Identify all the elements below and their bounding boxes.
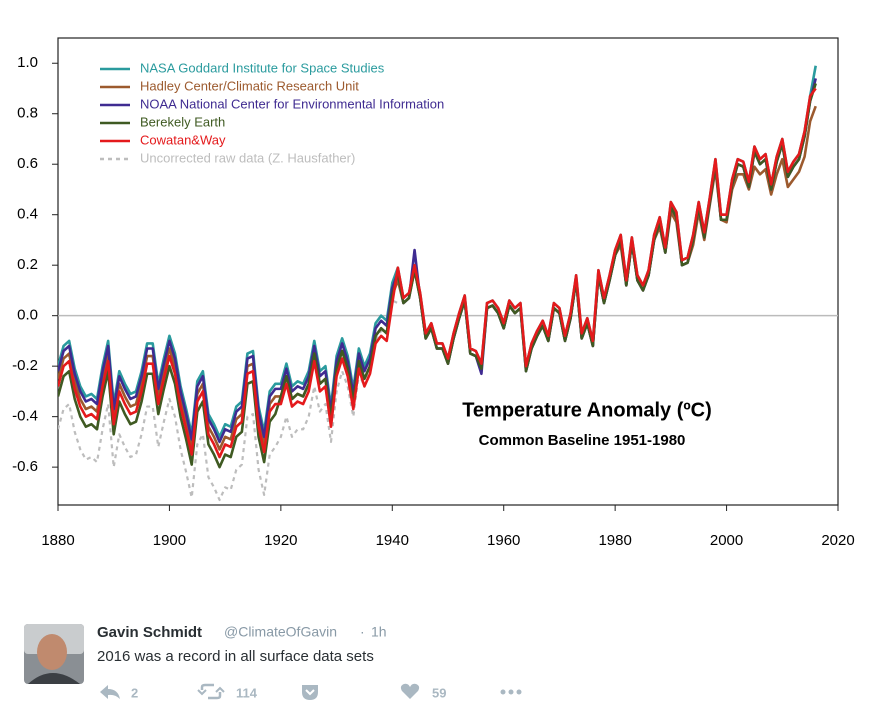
y-tick-label: 0.2: [17, 256, 38, 273]
y-tick-label: 0.8: [17, 105, 38, 122]
pocket-button[interactable]: [302, 685, 318, 700]
series-line: [58, 299, 399, 502]
annotation-subtitle: Common Baseline 1951-1980: [479, 432, 686, 449]
tweet-text: 2016 was a record in all surface data se…: [97, 648, 374, 665]
x-tick-label: 2000: [710, 532, 743, 549]
x-tick-label: 2020: [821, 532, 854, 549]
x-tick-label: 1940: [376, 532, 409, 549]
reply-count: 2: [131, 685, 138, 700]
y-tick-label: 0.6: [17, 155, 38, 172]
annotation-title: Temperature Anomaly (ºC): [462, 399, 712, 421]
retweet-button[interactable]: [197, 683, 225, 700]
x-tick-label: 1960: [487, 532, 520, 549]
author-name[interactable]: Gavin Schmidt: [97, 624, 202, 641]
y-tick-label: 0.0: [17, 307, 38, 324]
reply-button[interactable]: [100, 685, 120, 699]
separator: ·: [360, 624, 365, 640]
y-tick-label: -0.2: [12, 357, 38, 374]
legend-label: Berekely Earth: [140, 114, 225, 129]
y-tick-label: -0.6: [12, 458, 38, 475]
handle[interactable]: @ClimateOfGavin: [224, 624, 337, 640]
avatar[interactable]: [24, 624, 84, 684]
x-tick-label: 1880: [41, 532, 74, 549]
legend-label: Uncorrected raw data (Z. Hausfather): [140, 150, 355, 165]
more-button[interactable]: [500, 689, 522, 695]
y-tick-label: 0.4: [17, 206, 38, 223]
x-tick-label: 1920: [264, 532, 297, 549]
legend-label: Cowatan&Way: [140, 132, 226, 147]
legend-label: NASA Goddard Institute for Space Studies: [140, 60, 385, 75]
time[interactable]: 1h: [371, 624, 387, 640]
plot-frame: [57, 37, 839, 506]
series-line: [58, 87, 817, 459]
like-count: 59: [432, 685, 446, 700]
y-tick-label: -0.4: [12, 408, 38, 425]
x-tick-label: 1980: [598, 532, 631, 549]
legend-label: NOAA National Center for Environmental I…: [140, 96, 444, 111]
like-button[interactable]: [400, 683, 420, 699]
legend-label: Hadley Center/Climatic Research Unit: [140, 78, 359, 93]
retweet-count: 114: [236, 685, 258, 700]
y-tick-label: 1.0: [17, 54, 38, 71]
x-tick-label: 1900: [153, 532, 186, 549]
